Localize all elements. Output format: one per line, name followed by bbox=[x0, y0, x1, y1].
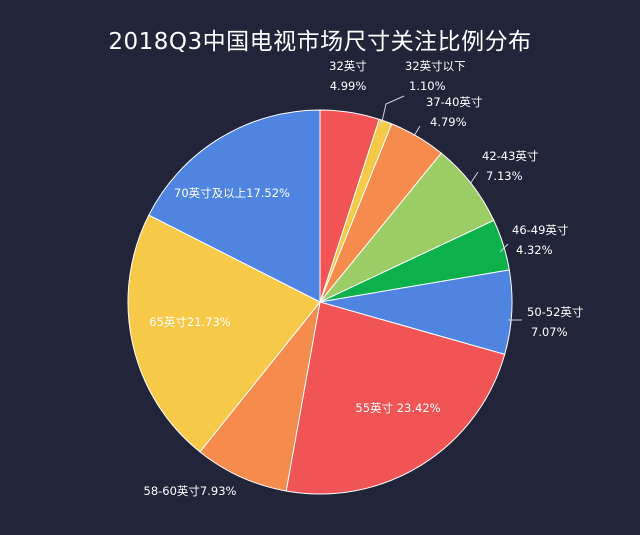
slice-label: 42-43英寸 bbox=[482, 149, 538, 163]
slice-label: 37-40英寸 bbox=[426, 95, 482, 109]
slice-value-label: 4.99% bbox=[330, 79, 367, 93]
slice-label: 55英寸 23.42% bbox=[355, 401, 440, 415]
pie-slice bbox=[285, 301, 506, 495]
slice-value-label: 7.13% bbox=[486, 169, 523, 183]
slice-label: 46-49英寸 bbox=[512, 223, 568, 237]
slice-value-label: 1.10% bbox=[409, 79, 446, 93]
slice-value-label: 4.32% bbox=[516, 243, 553, 257]
leader-line bbox=[469, 171, 479, 185]
slice-label: 65英寸21.73% bbox=[149, 315, 231, 329]
leader-line bbox=[499, 243, 509, 253]
leader-line bbox=[380, 95, 405, 127]
slice-label: 32英寸以下 bbox=[405, 59, 466, 73]
slice-label: 50-52英寸 bbox=[527, 305, 583, 319]
slice-label: 58-60英寸7.93% bbox=[144, 484, 237, 498]
leader-line bbox=[413, 125, 421, 137]
slice-value-label: 4.79% bbox=[430, 115, 467, 129]
slice-value-label: 7.07% bbox=[531, 325, 568, 339]
pie-slice bbox=[127, 214, 321, 453]
slice-label: 70英寸及以上17.52% bbox=[174, 186, 290, 200]
pie-slice bbox=[148, 109, 321, 303]
slice-label: 32英寸 bbox=[329, 59, 367, 73]
pie-slice bbox=[199, 301, 321, 492]
chart-title: 2018Q3中国电视市场尺寸关注比例分布 bbox=[108, 29, 532, 55]
